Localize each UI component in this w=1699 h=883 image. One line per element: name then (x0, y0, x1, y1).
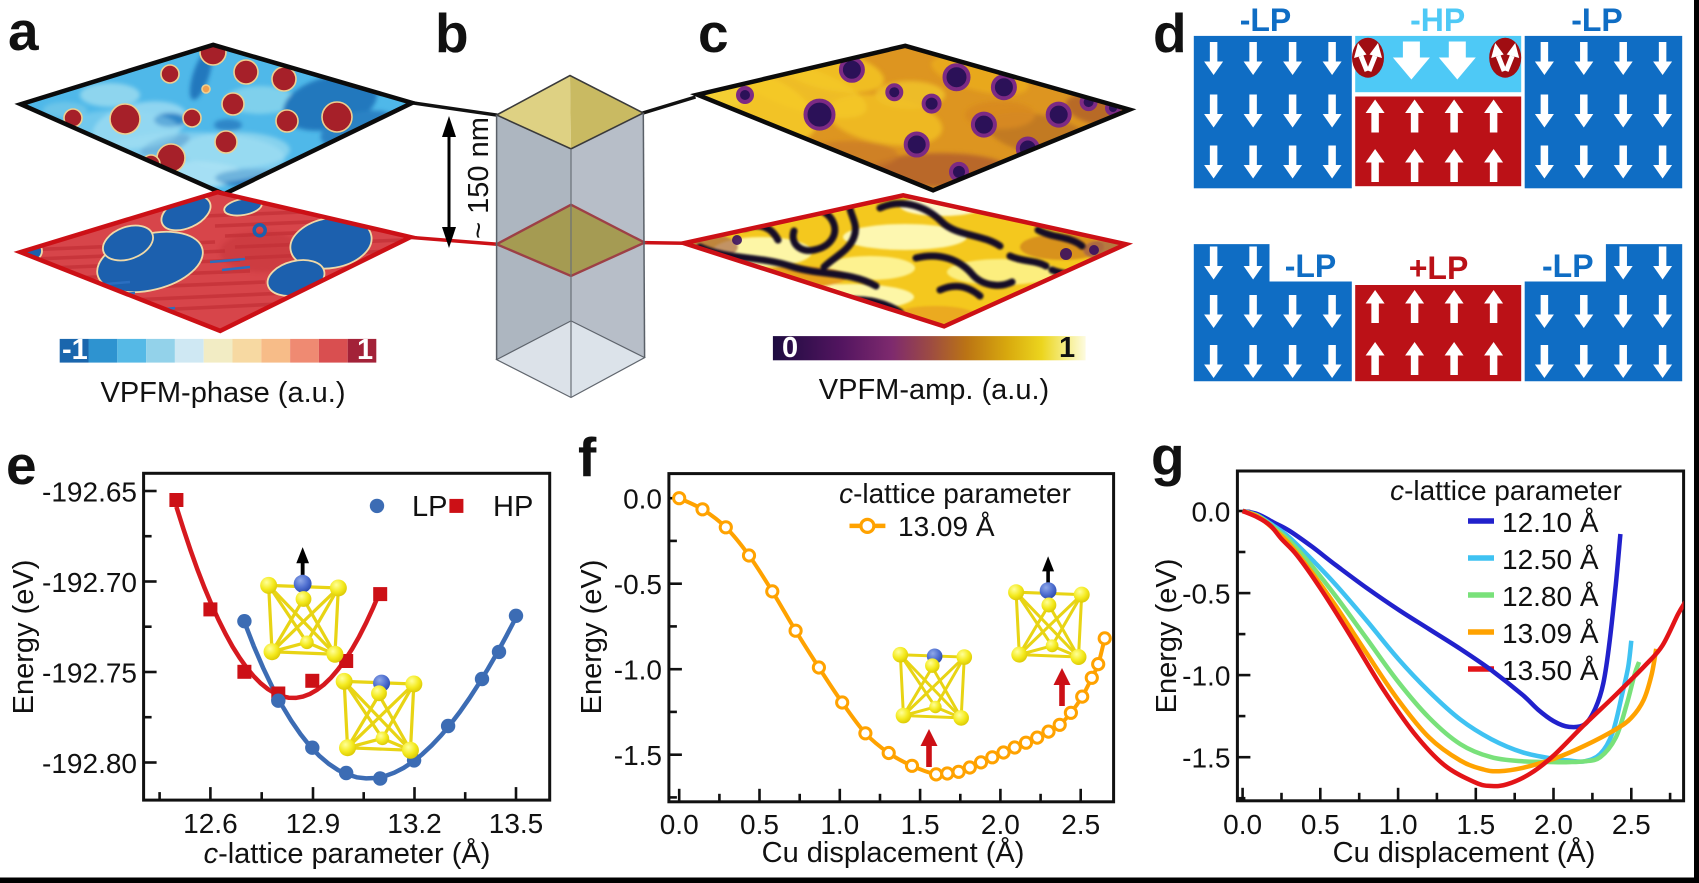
svg-text:~ 150 nm: ~ 150 nm (463, 117, 495, 239)
svg-text:-0.5: -0.5 (614, 569, 662, 600)
svg-text:13.2: 13.2 (387, 808, 442, 839)
svg-text:12.10 Å: 12.10 Å (1502, 507, 1599, 538)
svg-text:a: a (8, 0, 39, 62)
svg-text:-HP: -HP (1410, 2, 1465, 38)
svg-text:-0.5: -0.5 (1182, 579, 1230, 610)
svg-text:0.5: 0.5 (740, 809, 779, 840)
svg-text:-1.0: -1.0 (614, 655, 662, 686)
svg-text:LP: LP (412, 491, 447, 523)
svg-text:-LP: -LP (1240, 2, 1292, 38)
svg-text:2.5: 2.5 (1612, 809, 1651, 840)
svg-text:13.09 Å: 13.09 Å (898, 511, 995, 542)
svg-text:c-lattice parameter (Å): c-lattice parameter (Å) (204, 837, 491, 870)
svg-text:-192.75: -192.75 (42, 658, 137, 689)
svg-text:12.50 Å: 12.50 Å (1502, 544, 1599, 575)
svg-text:-192.65: -192.65 (42, 477, 137, 508)
svg-text:-1.5: -1.5 (1182, 743, 1230, 774)
svg-text:b: b (435, 2, 469, 64)
svg-text:f: f (578, 426, 597, 488)
svg-text:0.5: 0.5 (1301, 809, 1340, 840)
svg-text:+LP: +LP (1409, 250, 1469, 286)
svg-text:12.6: 12.6 (183, 808, 238, 839)
svg-text:1.5: 1.5 (1456, 809, 1495, 840)
svg-text:0.0: 0.0 (660, 809, 699, 840)
svg-text:1.5: 1.5 (901, 809, 940, 840)
svg-text:1.0: 1.0 (1379, 809, 1418, 840)
svg-text:-LP: -LP (1285, 248, 1337, 284)
svg-text:Energy (eV): Energy (eV) (1151, 559, 1183, 714)
svg-text:0.0: 0.0 (623, 484, 662, 515)
svg-text:Cu displacement (Å): Cu displacement (Å) (762, 836, 1025, 869)
svg-text:VPFM-phase (a.u.): VPFM-phase (a.u.) (101, 377, 346, 409)
svg-text:-192.80: -192.80 (42, 748, 137, 779)
svg-text:0.0: 0.0 (1191, 497, 1230, 528)
svg-text:0.0: 0.0 (1223, 809, 1262, 840)
svg-text:2.0: 2.0 (1534, 809, 1573, 840)
svg-text:HP: HP (493, 491, 533, 523)
svg-text:Energy (eV): Energy (eV) (576, 560, 608, 715)
svg-text:12.80 Å: 12.80 Å (1502, 581, 1599, 612)
svg-text:-1.0: -1.0 (1182, 661, 1230, 692)
svg-text:-LP: -LP (1571, 2, 1623, 38)
svg-text:d: d (1153, 2, 1187, 64)
svg-text:c-lattice parameter: c-lattice parameter (1390, 475, 1622, 506)
svg-text:12.9: 12.9 (286, 808, 341, 839)
svg-text:Cu displacement (Å): Cu displacement (Å) (1333, 836, 1596, 869)
svg-text:-1.5: -1.5 (614, 740, 662, 771)
svg-text:13.5: 13.5 (489, 808, 544, 839)
svg-text:13.50 Å: 13.50 Å (1502, 655, 1599, 686)
svg-text:1.0: 1.0 (820, 809, 859, 840)
svg-text:13.09 Å: 13.09 Å (1502, 618, 1599, 649)
svg-text:-1: -1 (62, 334, 88, 366)
svg-text:-LP: -LP (1542, 248, 1594, 284)
svg-text:1: 1 (1059, 332, 1075, 364)
svg-text:0: 0 (782, 332, 798, 364)
svg-text:1: 1 (357, 334, 373, 366)
svg-text:c-lattice parameter: c-lattice parameter (839, 478, 1071, 509)
svg-text:-192.70: -192.70 (42, 567, 137, 598)
svg-text:2.0: 2.0 (981, 809, 1020, 840)
svg-text:Energy (eV): Energy (eV) (8, 560, 40, 715)
svg-text:VPFM-amp. (a.u.): VPFM-amp. (a.u.) (819, 374, 1049, 406)
svg-text:c: c (698, 2, 729, 64)
svg-text:e: e (6, 434, 37, 496)
svg-text:2.5: 2.5 (1061, 809, 1100, 840)
svg-text:g: g (1151, 425, 1185, 487)
